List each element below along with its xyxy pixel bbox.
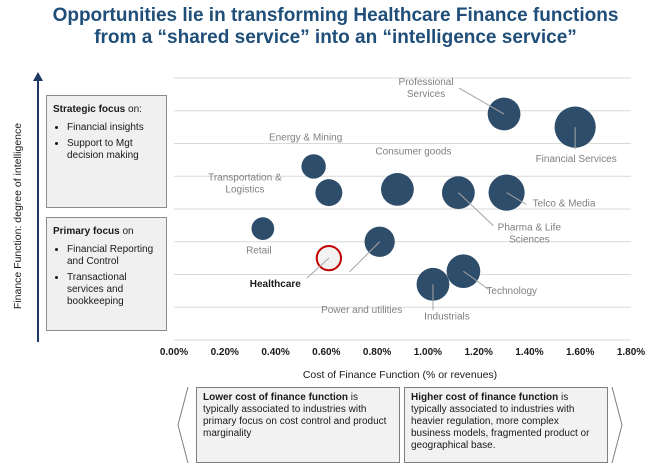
- leader-line: [306, 257, 330, 279]
- higher-cost-text: is typically associated to industries wi…: [411, 392, 590, 451]
- x-tick-label: 1.80%: [617, 347, 645, 358]
- bubble-label: Telco & Media: [533, 199, 596, 210]
- bubble-label: Power and utilities: [321, 305, 402, 316]
- leader-line: [349, 241, 381, 273]
- bubble-label: Energy & Mining: [269, 132, 342, 143]
- title-line-2: from a “shared service” into an “intelli…: [94, 27, 577, 48]
- x-tick-label: 0.40%: [261, 347, 289, 358]
- bubble-label: Technology: [486, 286, 537, 297]
- x-tick-labels: 0.00% 0.20% 0.40% 0.60% 0.80% 1.00% 1.20% 1.40%…: [160, 347, 645, 358]
- leader-line: [506, 192, 527, 206]
- list-item: Support to Mgt decision making: [67, 138, 160, 162]
- bubble: [315, 179, 343, 207]
- bubble-label: Industrials: [424, 311, 470, 322]
- bubble-label-line: Power and utilities: [321, 305, 402, 316]
- bubble-label-line: Sciences: [509, 235, 550, 246]
- x-tick-label: 1.20%: [464, 347, 492, 358]
- bubble-label-line: Technology: [486, 286, 537, 297]
- bubble-label-line: Telco & Media: [533, 199, 596, 210]
- bubble-label: Pharma & Life Sciences: [498, 223, 562, 246]
- higher-cost-box: Higher cost of finance function is typic…: [404, 387, 608, 463]
- bubble-labels: Professional Services Financial Services En…: [208, 77, 617, 322]
- lower-cost-text: is typically associated to industries wi…: [203, 392, 387, 439]
- leader-line: [458, 87, 505, 115]
- grid-lines: [174, 77, 631, 341]
- bubble-label: Transportation & Logistics: [208, 173, 282, 196]
- bubble-label-line: Industrials: [424, 311, 470, 322]
- x-tick-label: 1.00%: [414, 347, 442, 358]
- list-item: Financial Reporting and Control: [67, 244, 160, 268]
- chart-title: Opportunities lie in transforming Health…: [0, 5, 671, 49]
- leader-line: [463, 270, 489, 290]
- x-tick-label: 0.60%: [312, 347, 340, 358]
- title-line-1: Opportunities lie in transforming Health…: [52, 5, 619, 26]
- bubble-label-line: Healthcare: [250, 279, 302, 290]
- bubble-label: Financial Services: [536, 154, 617, 165]
- bubble-label-line: Logistics: [225, 185, 264, 196]
- bubble-label-line: Financial Services: [536, 154, 617, 165]
- bubble: [301, 154, 326, 179]
- x-axis-label: Cost of Finance Function (% or revenues): [303, 369, 497, 381]
- strategic-focus-box: Strategic focus on: Financial insights S…: [46, 95, 167, 208]
- x-tick-label: 0.80%: [363, 347, 391, 358]
- bubble-label-line: Services: [407, 89, 445, 100]
- bubble-label-line: Consumer goods: [375, 146, 451, 157]
- bubble-label: Healthcare: [250, 279, 302, 290]
- primary-focus-header: Primary focus on: [53, 226, 134, 237]
- lower-cost-box: Lower cost of finance function is typica…: [196, 387, 400, 463]
- list-item: Transactional services and bookkeeping: [67, 272, 160, 308]
- x-tick-label: 1.60%: [566, 347, 594, 358]
- left-chevron: [177, 386, 189, 464]
- bubble-label: Professional Services: [399, 77, 454, 100]
- x-tick-label: 0.20%: [211, 347, 239, 358]
- bubble-label-line: Energy & Mining: [269, 132, 342, 143]
- bubble-label-line: Pharma & Life: [498, 223, 562, 234]
- right-chevron: [611, 386, 623, 464]
- bubble-label: Retail: [246, 246, 272, 257]
- x-tick-label: 0.00%: [160, 347, 188, 358]
- leader-line: [458, 192, 494, 226]
- bubble: [251, 217, 275, 241]
- bubble-label-line: Retail: [246, 246, 272, 257]
- list-item: Financial insights: [67, 122, 160, 134]
- bubble-label-line: Professional: [399, 77, 454, 88]
- bubble: [446, 254, 481, 289]
- bubble: [381, 172, 414, 206]
- bubble-label-line: Transportation &: [208, 173, 282, 184]
- y-arrow: [37, 80, 39, 342]
- strategic-focus-header: Strategic focus on:: [53, 104, 142, 115]
- lower-cost-title: Lower cost of finance function: [203, 392, 349, 403]
- y-arrow-head: [33, 72, 43, 81]
- x-tick-label: 1.40%: [515, 347, 543, 358]
- primary-focus-box: Primary focus on Financial Reporting and…: [46, 217, 167, 331]
- higher-cost-title: Higher cost of finance function: [411, 392, 559, 403]
- bubble-label: Consumer goods: [375, 146, 451, 157]
- strategic-focus-list: Financial insights Support to Mgt decisi…: [53, 122, 160, 162]
- primary-focus-list: Financial Reporting and Control Transact…: [53, 244, 160, 308]
